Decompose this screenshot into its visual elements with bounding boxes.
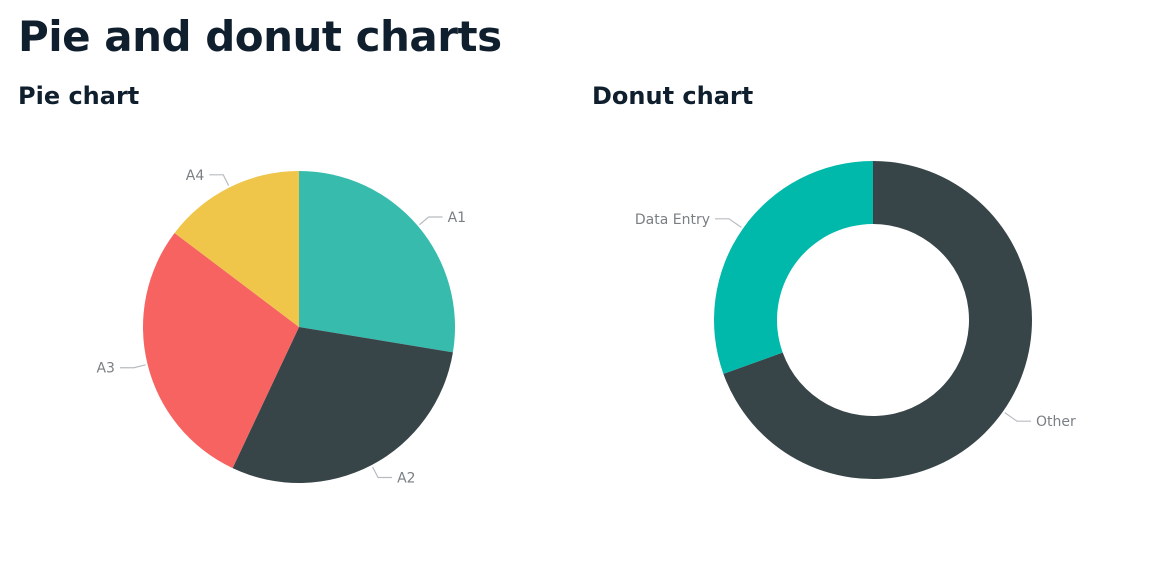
pie-chart: A1 A2 A3 A4 — [96, 168, 466, 487]
pie-leader-a1 — [419, 216, 443, 226]
donut-leader-data-entry — [715, 218, 742, 228]
donut-label-data-entry: Data Entry — [635, 212, 710, 228]
pie-leader-a4 — [209, 174, 230, 186]
donut-chart-title: Donut chart — [592, 82, 754, 110]
pie-slice-a2[interactable] — [232, 327, 453, 483]
donut-leader-other — [1004, 412, 1031, 422]
pie-leader-a2 — [371, 466, 393, 479]
pie-label-a1: A1 — [448, 210, 466, 226]
pie-label-a2: A2 — [397, 470, 415, 486]
pie-label-a4: A4 — [186, 168, 205, 184]
pie-chart-title: Pie chart — [18, 82, 140, 110]
donut-slice-data-entry[interactable] — [714, 160, 873, 374]
donut-label-other: Other — [1036, 414, 1076, 430]
pie-label-a3: A3 — [96, 361, 114, 377]
pie-slice-a4[interactable] — [174, 171, 299, 327]
page-title: Pie and donut charts — [18, 12, 502, 61]
pie-leader-a3 — [119, 364, 146, 369]
donut-slice-other[interactable] — [723, 161, 1032, 479]
pie-slice-a1[interactable] — [299, 171, 456, 353]
pie-slice-a3[interactable] — [143, 232, 299, 469]
donut-chart: Other Data Entry — [635, 160, 1076, 479]
